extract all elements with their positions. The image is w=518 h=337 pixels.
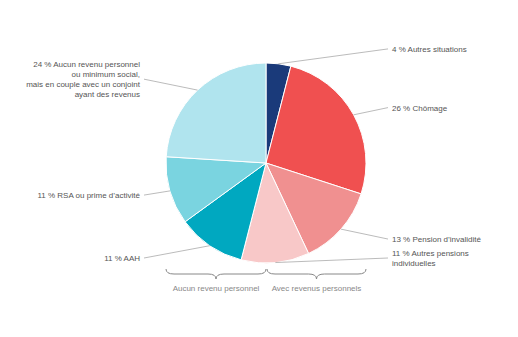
svg-text:13 % Pension d’invalidité: 13 % Pension d’invalidité xyxy=(392,235,481,244)
svg-text:11 % Autres pensionsindividuel: 11 % Autres pensionsindividuelles xyxy=(392,249,469,268)
svg-text:Avec revenus personnels: Avec revenus personnels xyxy=(272,284,362,293)
svg-text:Aucun revenu personnel: Aucun revenu personnel xyxy=(173,284,260,293)
svg-text:26 % Chômage: 26 % Chômage xyxy=(392,103,448,112)
svg-text:4 % Autres situations: 4 % Autres situations xyxy=(392,44,467,53)
svg-text:11 % AAH: 11 % AAH xyxy=(104,254,140,263)
svg-text:24 % Aucun revenu personnelou: 24 % Aucun revenu personnelou minimum so… xyxy=(26,60,141,99)
svg-text:11 % RSA ou prime d’activité: 11 % RSA ou prime d’activité xyxy=(37,191,140,200)
